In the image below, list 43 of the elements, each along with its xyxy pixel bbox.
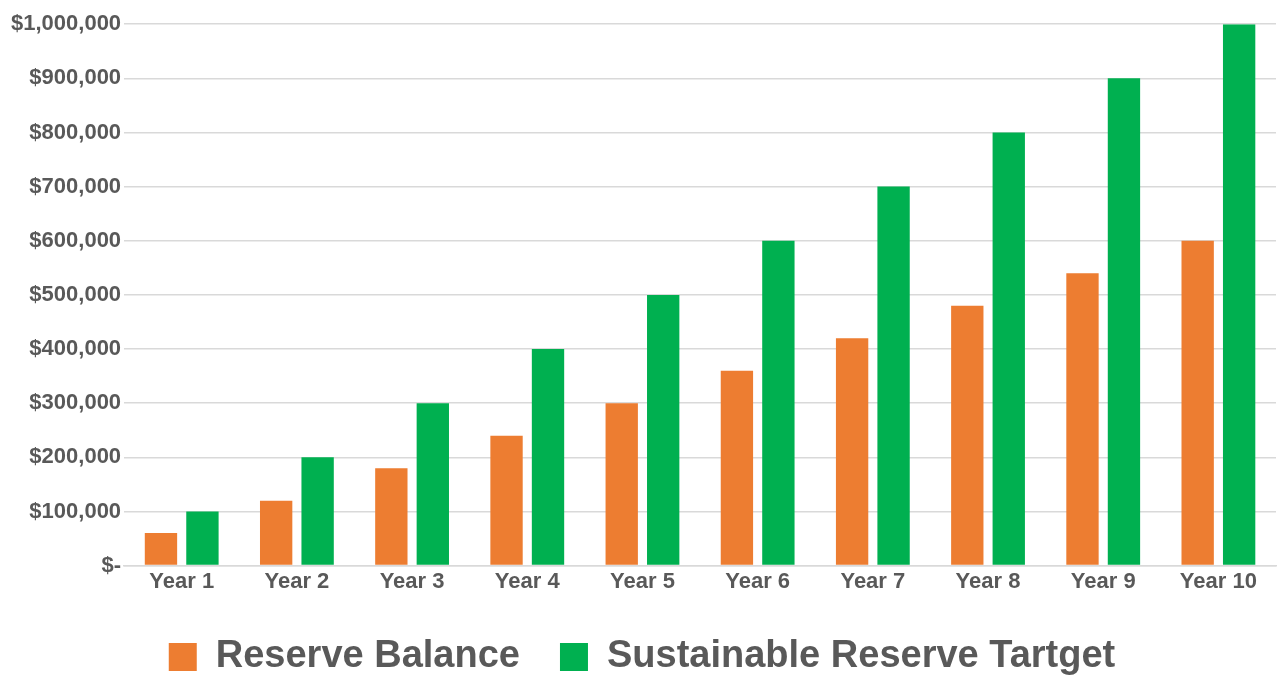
y-tick-label: $600,000 (29, 226, 122, 252)
bar (951, 305, 984, 565)
x-tick-label: Year 1 (149, 567, 215, 593)
bar (144, 533, 178, 565)
bar (1066, 273, 1099, 565)
y-tick-label: $1,000,000 (11, 10, 122, 36)
legend-label: Reserve Balance (215, 633, 520, 676)
x-tick-label: Year 6 (725, 567, 791, 593)
x-tick-label: Year 7 (840, 567, 906, 593)
x-tick-label: Year 3 (379, 567, 445, 593)
bar (720, 370, 754, 565)
legend-label: Sustainable Reserve Tartget (606, 633, 1116, 676)
bar (490, 435, 523, 565)
y-tick-label: $500,000 (29, 280, 122, 306)
x-tick-label: Year 10 (1179, 567, 1257, 593)
bar (992, 132, 1025, 565)
bar (835, 338, 869, 565)
bar (647, 294, 680, 565)
bar (375, 468, 408, 565)
x-tick-label: Year 5 (610, 567, 675, 593)
bar (1107, 78, 1141, 565)
y-tick-label: $- (101, 551, 122, 577)
x-tick-label: Year 4 (494, 567, 561, 593)
y-tick-label: $200,000 (29, 443, 122, 469)
bar (186, 511, 219, 565)
bar (259, 500, 293, 565)
bar (531, 349, 565, 565)
bar (877, 186, 910, 565)
x-tick-label: Year 8 (955, 567, 1021, 593)
y-tick-label: $800,000 (29, 118, 122, 144)
bar (301, 457, 334, 565)
x-tick-label: Year 9 (1070, 567, 1136, 593)
y-tick-label: $100,000 (29, 497, 122, 523)
y-tick-label: $400,000 (29, 335, 122, 361)
x-tick-label: Year 2 (264, 567, 330, 593)
y-tick-label: $700,000 (29, 172, 122, 198)
bar (605, 403, 638, 565)
bar (1222, 24, 1256, 565)
y-tick-label: $300,000 (29, 389, 122, 415)
bar (762, 240, 795, 565)
bar (416, 403, 449, 565)
y-tick-label: $900,000 (29, 64, 122, 90)
bar (1181, 240, 1214, 565)
